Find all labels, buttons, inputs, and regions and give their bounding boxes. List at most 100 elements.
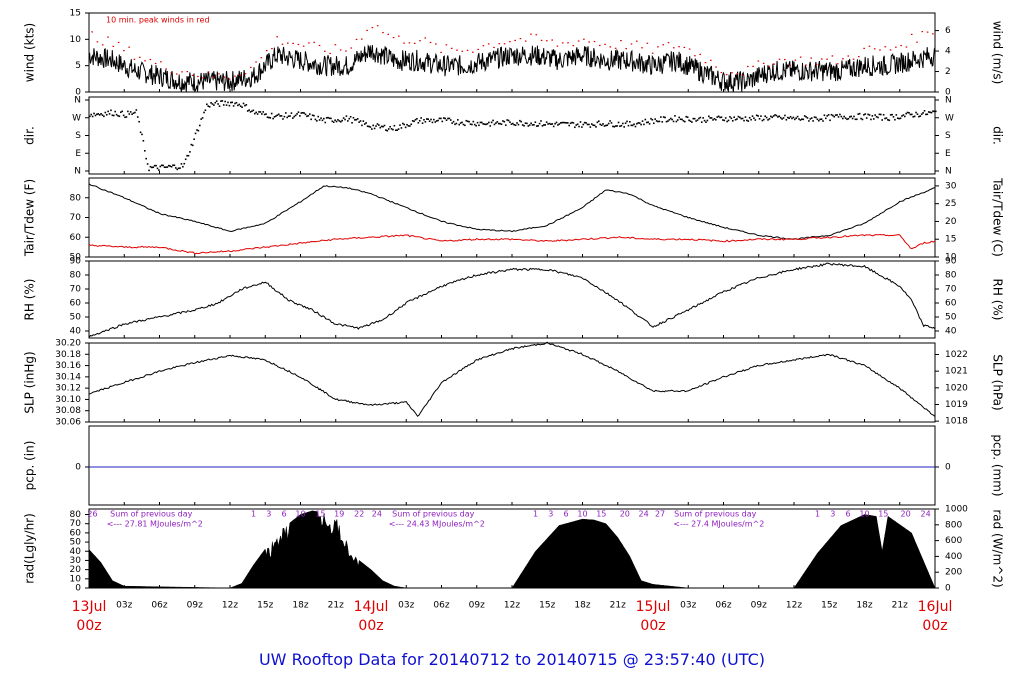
direction-point: [920, 113, 923, 115]
direction-point: [932, 110, 934, 112]
direction-point: [372, 124, 375, 127]
direction-point: [499, 122, 501, 125]
date-label: 14Jul: [354, 599, 389, 615]
direction-point: [507, 119, 510, 122]
direction-point: [775, 114, 778, 117]
direction-point: [504, 124, 507, 126]
direction-point: [89, 115, 91, 118]
direction-point: [184, 158, 187, 161]
direction-point: [351, 121, 353, 124]
direction-point: [653, 122, 655, 125]
direction-point: [282, 118, 284, 120]
direction-point: [330, 117, 332, 120]
y-tick-label-right: 1018: [945, 417, 968, 427]
date-time-label: 00z: [358, 618, 383, 634]
direction-point: [599, 123, 602, 126]
direction-point: [844, 117, 847, 119]
direction-point: [640, 123, 642, 126]
direction-point: [836, 114, 838, 116]
direction-point: [403, 123, 406, 126]
direction-point: [323, 117, 325, 120]
direction-point: [722, 119, 724, 121]
direction-point: [440, 117, 442, 120]
direction-point: [314, 118, 317, 121]
direction-point: [534, 121, 537, 123]
direction-point: [767, 119, 769, 121]
direction-point: [410, 123, 413, 126]
direction-point: [151, 166, 153, 169]
direction-point: [559, 122, 562, 124]
direction-point: [892, 116, 895, 118]
series-line-tdew: [88, 233, 936, 255]
direction-point: [339, 120, 342, 123]
direction-point: [256, 113, 259, 115]
direction-point: [272, 117, 274, 120]
direction-point: [874, 114, 876, 116]
direction-point: [361, 124, 363, 127]
direction-point: [492, 119, 494, 122]
direction-point: [128, 113, 131, 115]
direction-point: [328, 117, 331, 120]
direction-point: [755, 114, 758, 117]
direction-point: [865, 117, 868, 119]
direction-point: [554, 122, 556, 125]
direction-point: [785, 118, 788, 121]
direction-point: [369, 126, 372, 128]
direction-point: [631, 124, 634, 127]
direction-point: [667, 120, 669, 122]
direction-point: [153, 164, 156, 167]
direction-point: [331, 120, 334, 123]
direction-point: [530, 122, 532, 125]
direction-point: [929, 111, 931, 114]
rad-hour-label: 10: [577, 510, 587, 519]
direction-point: [572, 122, 575, 124]
direction-point: [543, 124, 545, 126]
direction-point: [454, 123, 456, 126]
direction-point: [922, 112, 924, 114]
slp-panel-frame: [88, 342, 936, 423]
direction-point: [574, 126, 576, 129]
date-label: 13Jul: [72, 599, 107, 615]
y-tick-label-right: 400: [945, 552, 962, 562]
direction-point: [94, 114, 97, 117]
direction-point: [925, 113, 927, 116]
direction-point: [576, 123, 579, 126]
direction-point: [465, 119, 468, 122]
direction-point: [535, 125, 538, 127]
y-tick-label-right: 2: [945, 67, 951, 77]
x-tick-label: 21z: [892, 601, 908, 611]
direction-point: [118, 115, 121, 118]
y-tick-label-right: 1000: [945, 505, 968, 515]
direction-point: [736, 118, 738, 120]
direction-point: [479, 121, 482, 124]
direction-point: [255, 111, 257, 114]
direction-point: [812, 120, 814, 122]
direction-point: [420, 117, 422, 119]
direction-point: [858, 112, 861, 115]
y-tick-label-right: 200: [945, 568, 962, 578]
rad-hour-label: 1: [815, 510, 820, 519]
direction-point: [717, 115, 720, 118]
direction-point: [399, 124, 401, 126]
direction-point: [486, 122, 489, 125]
series-line-slp: [88, 341, 936, 417]
y-axis-label-right: rad (W/m^2): [991, 509, 1005, 587]
direction-point: [774, 114, 776, 116]
direction-point: [172, 164, 174, 166]
direction-point: [488, 121, 490, 124]
direction-point: [709, 117, 711, 119]
direction-point: [544, 124, 547, 126]
direction-point: [843, 115, 845, 118]
y-tick-label-left: W: [72, 113, 81, 123]
direction-point: [540, 120, 542, 122]
direction-point: [877, 116, 879, 119]
direction-point: [148, 169, 150, 172]
direction-point: [495, 122, 497, 124]
direction-point: [578, 125, 580, 128]
direction-point: [448, 117, 451, 120]
pcp-panel-frame: [88, 425, 936, 506]
direction-point: [428, 120, 431, 122]
direction-point: [468, 120, 470, 123]
direction-point: [637, 122, 640, 124]
direction-point: [186, 154, 188, 157]
